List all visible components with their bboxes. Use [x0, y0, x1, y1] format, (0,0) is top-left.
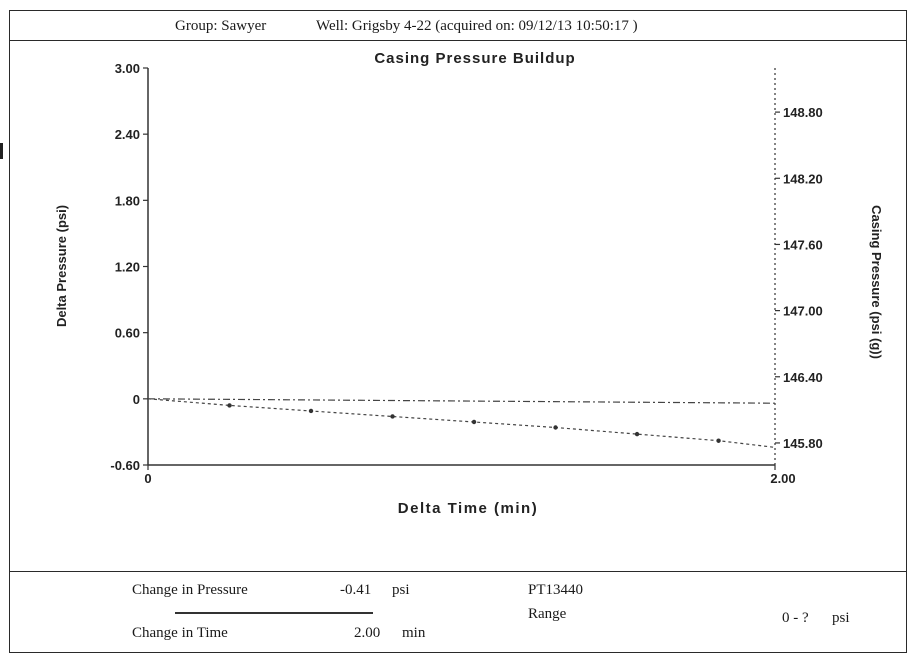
y-tick-label: 3.00: [115, 61, 140, 76]
change-pressure-unit: psi: [392, 582, 410, 598]
x-tick-label: 0: [144, 471, 151, 486]
y2-tick-label: 148.20: [783, 171, 823, 186]
series-line-1: [147, 398, 776, 404]
y-tick-label: -0.60: [110, 458, 140, 473]
data-point: [390, 414, 395, 419]
y-tick-label: 1.80: [115, 193, 140, 208]
y-tick-label: 2.40: [115, 127, 140, 142]
data-point: [227, 403, 232, 408]
change-time-label: Change in Time: [132, 625, 228, 641]
well-label: Well: Grigsby 4-22 (acquired on: 09/12/1…: [316, 18, 638, 34]
x-tick-label: 2.00: [770, 471, 795, 486]
summary-divider: [175, 612, 373, 614]
y2-tick-label: 148.80: [783, 105, 823, 120]
series-line-2: [147, 398, 776, 448]
x-axis-label: Delta Time (min): [398, 500, 538, 517]
y-tick-label: 1.20: [115, 260, 140, 275]
data-point: [634, 431, 640, 437]
sensor-id: PT13440: [528, 582, 584, 598]
y2-axis-label: Casing Pressure (psi (g)): [869, 205, 884, 359]
report-frame: Group: Sawyer Well: Grigsby 4-22 (acquir…: [9, 10, 907, 653]
change-pressure-label: Change in Pressure: [132, 582, 248, 598]
data-point: [553, 425, 558, 430]
data-point: [471, 419, 477, 425]
chart-title: Casing Pressure Buildup: [374, 50, 575, 67]
y2-tick-label: 147.00: [783, 304, 823, 319]
range-unit: psi: [832, 610, 850, 626]
group-label: Group: Sawyer: [175, 18, 267, 34]
y-axis-label: Delta Pressure (psi): [54, 205, 69, 327]
change-pressure-value: -0.41: [340, 582, 372, 598]
change-time-value: 2.00: [354, 625, 381, 641]
y2-tick-label: 146.40: [783, 370, 823, 385]
y-tick-label: 0: [133, 392, 140, 407]
summary-panel: Change in Pressure -0.41 psi Change in T…: [10, 571, 906, 654]
y2-tick-label: 147.60: [783, 237, 823, 252]
y-tick-label: 0.60: [115, 326, 140, 341]
edge-mark: [0, 143, 3, 159]
data-point: [716, 438, 721, 443]
y2-tick-label: 145.80: [783, 436, 823, 451]
range-value: 0 - ?: [782, 610, 809, 626]
change-time-unit: min: [402, 625, 426, 641]
range-label: Range: [528, 606, 567, 622]
report-header: Group: Sawyer Well: Grigsby 4-22 (acquir…: [10, 11, 906, 41]
data-point: [308, 408, 314, 414]
